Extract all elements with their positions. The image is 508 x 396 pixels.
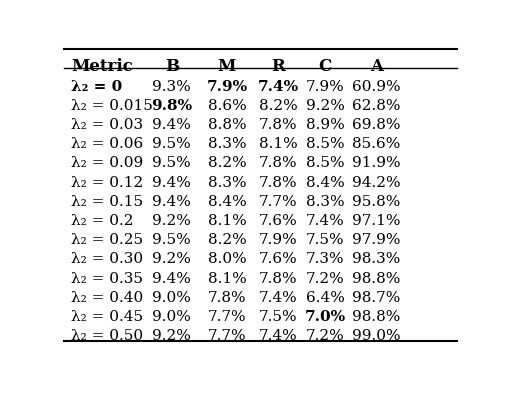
Text: 7.6%: 7.6% bbox=[259, 214, 298, 228]
Text: 8.3%: 8.3% bbox=[306, 195, 344, 209]
Text: 8.8%: 8.8% bbox=[208, 118, 246, 132]
Text: λ₂ = 0.03: λ₂ = 0.03 bbox=[71, 118, 143, 132]
Text: 7.9%: 7.9% bbox=[259, 233, 298, 247]
Text: 7.8%: 7.8% bbox=[259, 175, 297, 190]
Text: 7.4%: 7.4% bbox=[306, 214, 345, 228]
Text: λ₂ = 0.09: λ₂ = 0.09 bbox=[71, 156, 144, 170]
Text: 9.2%: 9.2% bbox=[152, 252, 191, 267]
Text: Metric: Metric bbox=[71, 58, 133, 75]
Text: 7.4%: 7.4% bbox=[259, 329, 298, 343]
Text: 7.4%: 7.4% bbox=[259, 291, 298, 305]
Text: R: R bbox=[271, 58, 285, 75]
Text: λ₂ = 0.12: λ₂ = 0.12 bbox=[71, 175, 144, 190]
Text: 7.8%: 7.8% bbox=[259, 118, 297, 132]
Text: 6.4%: 6.4% bbox=[306, 291, 345, 305]
Text: 8.3%: 8.3% bbox=[208, 175, 246, 190]
Text: 98.3%: 98.3% bbox=[353, 252, 401, 267]
Text: 9.8%: 9.8% bbox=[151, 99, 193, 113]
Text: 9.2%: 9.2% bbox=[152, 214, 191, 228]
Text: λ₂ = 0.25: λ₂ = 0.25 bbox=[71, 233, 143, 247]
Text: 91.9%: 91.9% bbox=[352, 156, 401, 170]
Text: 9.3%: 9.3% bbox=[152, 80, 191, 93]
Text: 7.7%: 7.7% bbox=[208, 329, 246, 343]
Text: λ₂ = 0.45: λ₂ = 0.45 bbox=[71, 310, 143, 324]
Text: λ₂ = 0.40: λ₂ = 0.40 bbox=[71, 291, 144, 305]
Text: 85.6%: 85.6% bbox=[353, 137, 401, 151]
Text: 8.6%: 8.6% bbox=[207, 99, 246, 113]
Text: 69.8%: 69.8% bbox=[352, 118, 401, 132]
Text: λ₂ = 0.35: λ₂ = 0.35 bbox=[71, 272, 143, 286]
Text: 9.0%: 9.0% bbox=[152, 310, 191, 324]
Text: 7.7%: 7.7% bbox=[259, 195, 297, 209]
Text: 8.5%: 8.5% bbox=[306, 137, 344, 151]
Text: 7.7%: 7.7% bbox=[208, 310, 246, 324]
Text: 8.0%: 8.0% bbox=[207, 252, 246, 267]
Text: 9.5%: 9.5% bbox=[152, 233, 191, 247]
Text: 98.8%: 98.8% bbox=[353, 310, 401, 324]
Text: 7.9%: 7.9% bbox=[306, 80, 345, 93]
Text: 7.5%: 7.5% bbox=[306, 233, 344, 247]
Text: 9.2%: 9.2% bbox=[306, 99, 345, 113]
Text: 8.4%: 8.4% bbox=[207, 195, 246, 209]
Text: 9.4%: 9.4% bbox=[152, 175, 191, 190]
Text: λ₂ = 0.30: λ₂ = 0.30 bbox=[71, 252, 143, 267]
Text: 7.8%: 7.8% bbox=[259, 272, 297, 286]
Text: 7.5%: 7.5% bbox=[259, 310, 297, 324]
Text: 9.5%: 9.5% bbox=[152, 137, 191, 151]
Text: λ₂ = 0.015: λ₂ = 0.015 bbox=[71, 99, 153, 113]
Text: 8.4%: 8.4% bbox=[306, 175, 345, 190]
Text: 7.2%: 7.2% bbox=[306, 272, 345, 286]
Text: B: B bbox=[165, 58, 179, 75]
Text: 7.8%: 7.8% bbox=[259, 156, 297, 170]
Text: 8.1%: 8.1% bbox=[259, 137, 298, 151]
Text: 60.9%: 60.9% bbox=[352, 80, 401, 93]
Text: 8.2%: 8.2% bbox=[207, 156, 246, 170]
Text: 8.2%: 8.2% bbox=[259, 99, 298, 113]
Text: λ₂ = 0.2: λ₂ = 0.2 bbox=[71, 214, 134, 228]
Text: 9.4%: 9.4% bbox=[152, 195, 191, 209]
Text: λ₂ = 0: λ₂ = 0 bbox=[71, 80, 122, 93]
Text: 97.1%: 97.1% bbox=[352, 214, 401, 228]
Text: 8.3%: 8.3% bbox=[208, 137, 246, 151]
Text: λ₂ = 0.15: λ₂ = 0.15 bbox=[71, 195, 143, 209]
Text: 98.8%: 98.8% bbox=[353, 272, 401, 286]
Text: 97.9%: 97.9% bbox=[352, 233, 401, 247]
Text: λ₂ = 0.50: λ₂ = 0.50 bbox=[71, 329, 143, 343]
Text: 9.0%: 9.0% bbox=[152, 291, 191, 305]
Text: C: C bbox=[319, 58, 332, 75]
Text: 62.8%: 62.8% bbox=[352, 99, 401, 113]
Text: 9.5%: 9.5% bbox=[152, 156, 191, 170]
Text: 7.6%: 7.6% bbox=[259, 252, 298, 267]
Text: 95.8%: 95.8% bbox=[353, 195, 401, 209]
Text: 98.7%: 98.7% bbox=[353, 291, 401, 305]
Text: 8.5%: 8.5% bbox=[306, 156, 344, 170]
Text: 7.9%: 7.9% bbox=[206, 80, 247, 93]
Text: 8.1%: 8.1% bbox=[207, 272, 246, 286]
Text: 7.0%: 7.0% bbox=[305, 310, 346, 324]
Text: 8.9%: 8.9% bbox=[306, 118, 345, 132]
Text: M: M bbox=[218, 58, 236, 75]
Text: 7.4%: 7.4% bbox=[258, 80, 299, 93]
Text: 7.2%: 7.2% bbox=[306, 329, 345, 343]
Text: 99.0%: 99.0% bbox=[352, 329, 401, 343]
Text: λ₂ = 0.06: λ₂ = 0.06 bbox=[71, 137, 144, 151]
Text: 7.3%: 7.3% bbox=[306, 252, 344, 267]
Text: 9.4%: 9.4% bbox=[152, 118, 191, 132]
Text: 9.2%: 9.2% bbox=[152, 329, 191, 343]
Text: 7.8%: 7.8% bbox=[208, 291, 246, 305]
Text: A: A bbox=[370, 58, 383, 75]
Text: 8.2%: 8.2% bbox=[207, 233, 246, 247]
Text: 94.2%: 94.2% bbox=[352, 175, 401, 190]
Text: 9.4%: 9.4% bbox=[152, 272, 191, 286]
Text: 8.1%: 8.1% bbox=[207, 214, 246, 228]
